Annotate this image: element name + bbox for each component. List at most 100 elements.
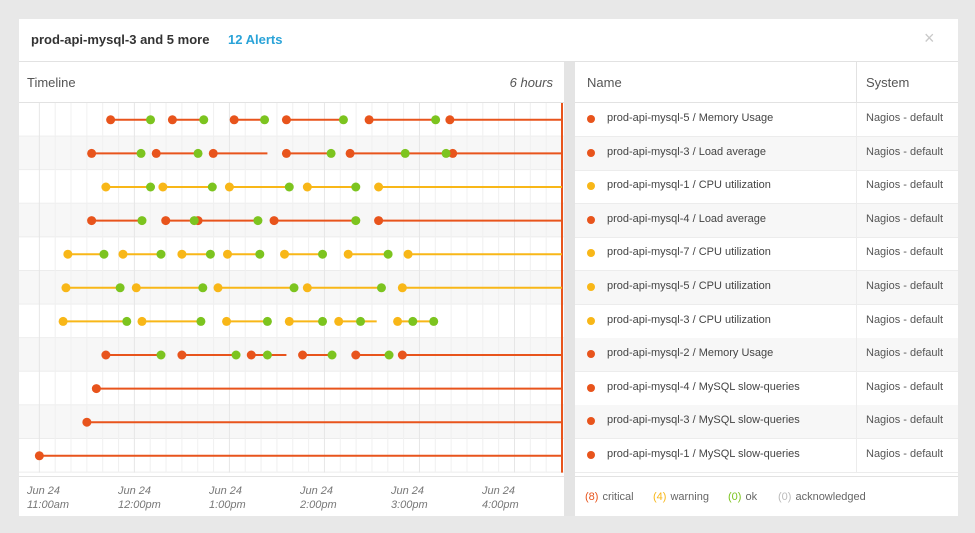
table-row[interactable]: prod-api-mysql-3 / Load average Nagios - … xyxy=(575,136,958,171)
alert-resolved-marker xyxy=(156,249,166,259)
alert-resolved-marker xyxy=(115,283,125,293)
alerts-count-link[interactable]: 12 Alerts xyxy=(228,32,283,47)
alert-start-marker xyxy=(334,316,344,326)
alert-start-marker xyxy=(280,249,290,259)
tick-label: Jun 24 4:00pm xyxy=(482,485,519,511)
table-row[interactable]: prod-api-mysql-4 / MySQL slow-queries Nag… xyxy=(575,371,958,406)
legend-warning[interactable]: (4) warning xyxy=(653,491,709,503)
alert-start-marker xyxy=(87,148,97,158)
column-separator xyxy=(856,338,857,372)
alert-resolved-marker xyxy=(441,148,451,158)
legend-ok[interactable]: (0) ok xyxy=(728,491,758,503)
alert-start-marker xyxy=(343,249,353,259)
alert-start-marker xyxy=(208,148,218,158)
status-dot-icon xyxy=(587,148,595,157)
alert-resolved-marker xyxy=(318,316,328,326)
tick-label: Jun 24 1:00pm xyxy=(209,485,246,511)
tick-label: Jun 24 12:00pm xyxy=(118,485,161,511)
alert-start-marker xyxy=(281,148,291,158)
alert-start-marker xyxy=(58,316,68,326)
status-dot-icon xyxy=(587,283,595,291)
alert-start-marker xyxy=(87,216,97,226)
alert-resolved-marker xyxy=(384,350,394,360)
alert-resolved-marker xyxy=(429,316,439,326)
alert-system: Nagios - default xyxy=(866,414,944,427)
close-icon[interactable]: × xyxy=(924,28,935,48)
alert-start-marker xyxy=(445,115,455,125)
table-row[interactable]: prod-api-mysql-5 / CPU utilization Nagios… xyxy=(575,271,958,305)
alert-resolved-marker xyxy=(284,182,294,192)
column-separator xyxy=(856,371,857,405)
alert-start-marker xyxy=(106,115,116,125)
column-header-name[interactable]: Name xyxy=(587,75,622,90)
alert-name: prod-api-mysql-4 / Load average xyxy=(607,212,766,225)
alert-resolved-marker xyxy=(260,115,270,125)
alert-start-marker xyxy=(448,148,458,158)
column-separator xyxy=(856,203,857,237)
split-divider[interactable] xyxy=(564,62,575,516)
column-separator xyxy=(856,304,857,338)
alert-resolved-marker xyxy=(400,148,410,158)
status-dot-icon xyxy=(587,249,595,258)
alert-start-marker xyxy=(224,182,234,192)
status-dot-icon xyxy=(587,115,595,123)
alert-resolved-marker xyxy=(383,249,393,259)
alert-resolved-marker xyxy=(253,216,263,226)
alert-name: prod-api-mysql-2 / Memory Usage xyxy=(607,347,774,360)
alert-resolved-marker xyxy=(376,283,386,293)
column-separator xyxy=(856,237,857,271)
alert-name: prod-api-mysql-3 / CPU utilization xyxy=(607,313,771,326)
timeline-range[interactable]: 6 hours xyxy=(509,75,553,90)
alert-resolved-marker xyxy=(327,350,337,360)
alert-name: prod-api-mysql-1 / MySQL slow-queries xyxy=(607,448,800,460)
alert-start-marker xyxy=(351,350,361,360)
column-separator xyxy=(856,271,857,304)
alert-start-marker xyxy=(177,249,187,259)
alert-name: prod-api-mysql-3 / Load average xyxy=(607,145,766,158)
alert-start-marker xyxy=(91,384,101,394)
column-separator xyxy=(856,439,857,472)
table-row[interactable]: prod-api-mysql-3 / CPU utilization Nagios… xyxy=(575,304,958,339)
alert-name: prod-api-mysql-1 / CPU utilization xyxy=(607,179,771,192)
alert-system: Nagios - default xyxy=(866,212,944,225)
alert-resolved-marker xyxy=(231,350,241,360)
table-row[interactable]: prod-api-mysql-1 / MySQL slow-queries Nag… xyxy=(575,439,958,473)
alert-system: Nagios - default xyxy=(866,347,944,360)
alert-start-marker xyxy=(397,350,407,360)
alert-start-marker xyxy=(269,216,279,226)
alert-name: prod-api-mysql-7 / CPU utilization xyxy=(607,246,771,259)
alert-start-marker xyxy=(345,148,355,158)
alert-resolved-marker xyxy=(189,216,199,226)
alert-resolved-marker xyxy=(122,316,132,326)
alert-start-marker xyxy=(61,283,71,293)
alert-resolved-marker xyxy=(351,182,361,192)
alert-name: prod-api-mysql-4 / MySQL slow-queries xyxy=(607,380,800,393)
column-header-system[interactable]: System xyxy=(866,75,910,90)
status-legend: (8) critical (4) warning (0) ok (0) acknowle… xyxy=(575,476,958,517)
table-row[interactable]: prod-api-mysql-4 / Load average Nagios - … xyxy=(575,203,958,238)
alert-resolved-marker xyxy=(137,216,147,226)
table-row[interactable]: prod-api-mysql-2 / Memory Usage Nagios - … xyxy=(575,338,958,373)
alert-start-marker xyxy=(101,182,111,192)
table-row[interactable]: prod-api-mysql-1 / CPU utilization Nagios… xyxy=(575,170,958,205)
alert-resolved-marker xyxy=(431,115,441,125)
alert-resolved-marker xyxy=(199,115,209,125)
timeline-chart[interactable] xyxy=(19,103,564,476)
alert-start-marker xyxy=(374,216,384,226)
alert-name: prod-api-mysql-3 / MySQL slow-queries xyxy=(607,414,800,427)
legend-acknowledged[interactable]: (0) acknowledged xyxy=(778,491,866,503)
alert-system: Nagios - default xyxy=(866,313,944,326)
status-dot-icon xyxy=(587,383,595,392)
alert-resolved-marker xyxy=(196,316,206,326)
table-row[interactable]: prod-api-mysql-3 / MySQL slow-queries Nag… xyxy=(575,405,958,440)
table-row[interactable]: prod-api-mysql-5 / Memory Usage Nagios - … xyxy=(575,103,958,137)
alert-start-marker xyxy=(222,316,232,326)
legend-critical[interactable]: (8) critical xyxy=(585,491,634,503)
alert-start-marker xyxy=(284,316,294,326)
alert-resolved-marker xyxy=(207,182,217,192)
alert-start-marker xyxy=(281,115,291,125)
alert-resolved-marker xyxy=(356,316,366,326)
table-row[interactable]: prod-api-mysql-7 / CPU utilization Nagios… xyxy=(575,237,958,272)
alerts-panel: prod-api-mysql-3 and 5 more 12 Alerts × … xyxy=(19,19,958,516)
alert-system: Nagios - default xyxy=(866,246,944,259)
